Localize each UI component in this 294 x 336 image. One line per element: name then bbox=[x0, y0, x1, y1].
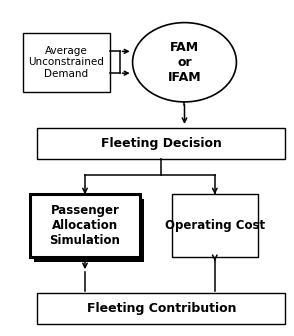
Bar bbox=[171, 195, 258, 257]
Ellipse shape bbox=[133, 23, 236, 102]
Text: FAM
or
IFAM: FAM or IFAM bbox=[168, 41, 201, 84]
Text: Operating Cost: Operating Cost bbox=[165, 219, 265, 232]
Text: Average
Unconstrained
Demand: Average Unconstrained Demand bbox=[28, 46, 104, 79]
Bar bbox=[37, 128, 285, 159]
Bar bbox=[34, 199, 144, 262]
Text: Fleeting Decision: Fleeting Decision bbox=[101, 137, 222, 150]
Text: Fleeting Contribution: Fleeting Contribution bbox=[87, 302, 236, 315]
Bar bbox=[37, 293, 285, 324]
Bar bbox=[30, 195, 140, 257]
Text: Passenger
Allocation
Simulation: Passenger Allocation Simulation bbox=[50, 204, 121, 247]
Bar bbox=[23, 33, 109, 92]
